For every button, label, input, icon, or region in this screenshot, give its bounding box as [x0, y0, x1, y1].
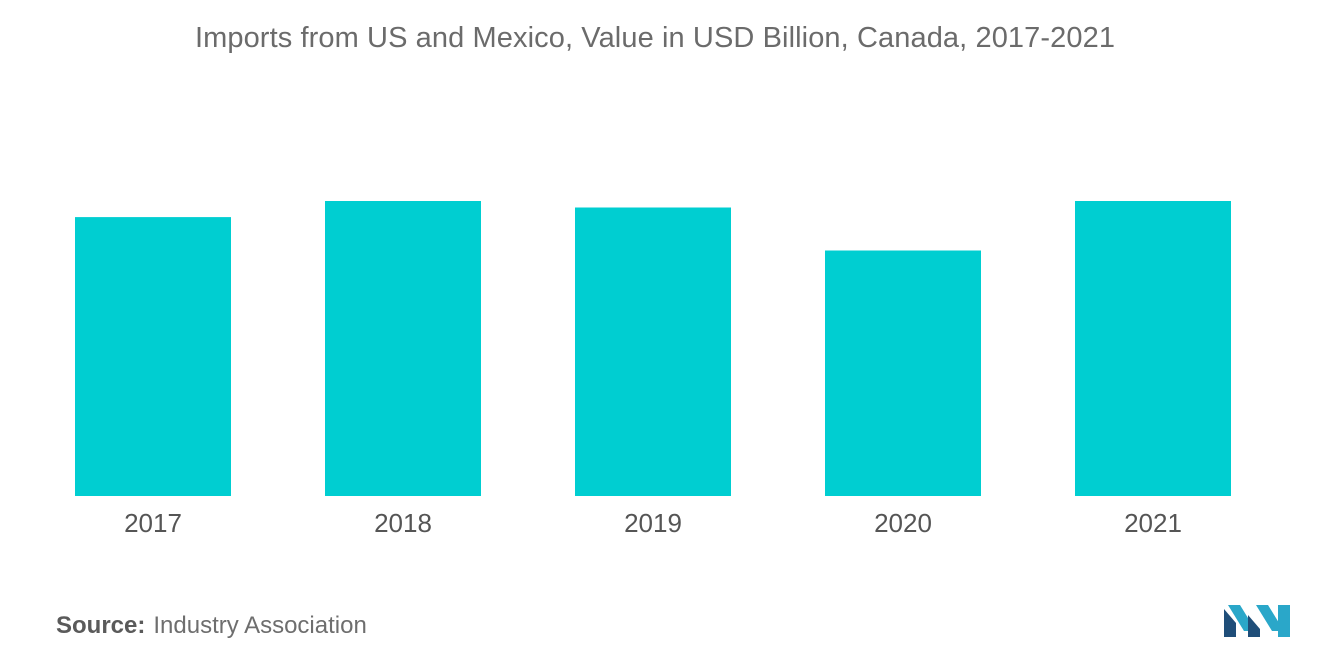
x-tick-label-2019: 2019	[624, 508, 682, 538]
source-label: Source:	[56, 612, 146, 639]
bar-2018	[325, 201, 481, 496]
bar-2019	[575, 207, 731, 496]
x-tick-label-2021: 2021	[1124, 508, 1182, 538]
source-value: Industry Association	[153, 612, 367, 639]
chart-title: Imports from US and Mexico, Value in USD…	[194, 22, 1116, 54]
bar-chart: 2017 2018 2019 2020 2021	[75, 201, 1231, 538]
bar-2021	[1075, 201, 1231, 496]
x-tick-label-2020: 2020	[874, 508, 932, 538]
source-line: Source: Industry Association	[56, 612, 367, 640]
x-tick-label-2017: 2017	[124, 508, 182, 538]
bar-2020	[825, 250, 981, 496]
bars-group	[75, 201, 1231, 496]
x-tick-label-2018: 2018	[374, 508, 432, 538]
x-axis-labels: 2017 2018 2019 2020 2021	[124, 508, 1182, 538]
mordor-intelligence-logo-icon	[1224, 605, 1290, 637]
bar-2017	[75, 217, 231, 496]
